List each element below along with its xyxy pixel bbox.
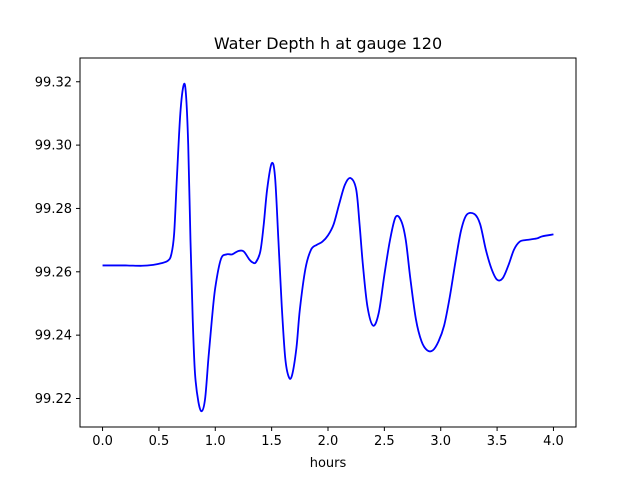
x-axis-label: hours <box>310 456 347 471</box>
y-tick-label: 99.24 <box>35 329 72 344</box>
y-tick-label: 99.22 <box>35 392 72 407</box>
x-tick-label: 3.0 <box>430 434 451 449</box>
x-tick-label: 2.5 <box>374 434 395 449</box>
x-axis: 0.0 0.5 1.0 1.5 2.0 2.5 3.0 3.5 4.0 <box>92 427 564 449</box>
x-tick-label: 4.0 <box>543 434 564 449</box>
x-tick-label: 0.5 <box>149 434 170 449</box>
x-tick-label: 0.0 <box>92 434 113 449</box>
y-tick-label: 99.30 <box>35 139 72 154</box>
x-tick-label: 3.5 <box>487 434 508 449</box>
y-tick-label: 99.28 <box>35 202 72 217</box>
x-tick-label: 1.5 <box>261 434 282 449</box>
chart-title: Water Depth h at gauge 120 <box>214 34 442 53</box>
y-axis: 99.22 99.24 99.26 99.28 99.30 99.32 <box>35 75 80 407</box>
x-tick-label: 2.0 <box>318 434 339 449</box>
x-tick-label: 1.0 <box>205 434 226 449</box>
y-tick-label: 99.26 <box>35 265 72 280</box>
series-layer <box>102 82 554 413</box>
series-line <box>102 82 554 413</box>
y-tick-label: 99.32 <box>35 75 72 90</box>
